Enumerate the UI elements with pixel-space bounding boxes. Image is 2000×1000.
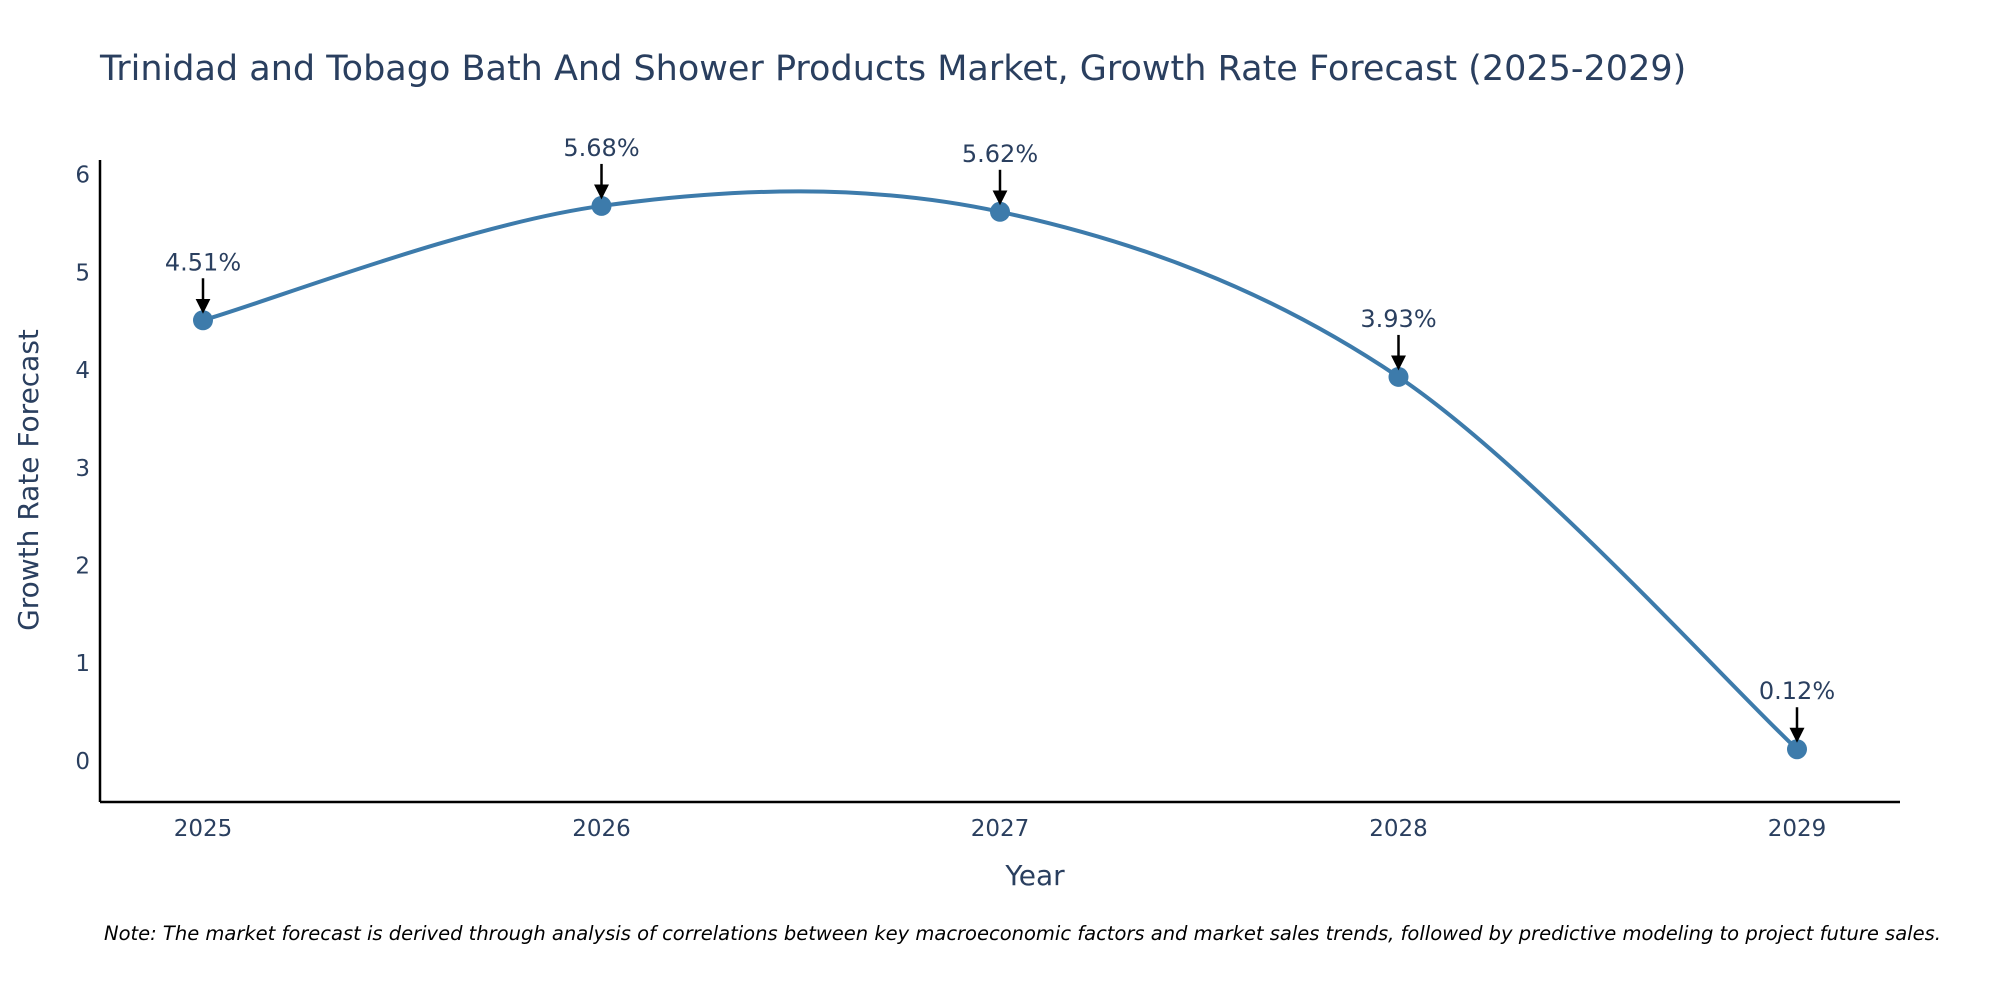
y-tick-label: 4 bbox=[75, 358, 90, 384]
y-tick-label: 3 bbox=[75, 456, 90, 482]
data-markers bbox=[193, 195, 1807, 760]
footnote: Note: The market forecast is derived thr… bbox=[104, 922, 1941, 945]
data-point-2027 bbox=[990, 201, 1010, 222]
y-tick-label: 1 bbox=[75, 651, 90, 677]
data-point-2029 bbox=[1787, 739, 1807, 760]
data-point-2026 bbox=[591, 195, 612, 216]
y-tick-label: 0 bbox=[75, 749, 90, 775]
x-tick-label: 2029 bbox=[1768, 816, 1827, 842]
x-axis-ticks: 2025 2026 2027 2028 2029 bbox=[174, 816, 1827, 842]
x-tick-label: 2027 bbox=[971, 816, 1030, 842]
data-point-2028 bbox=[1388, 366, 1409, 387]
x-axis-title: Year bbox=[1004, 859, 1065, 892]
y-axis-title: Growth Rate Forecast bbox=[12, 329, 45, 631]
x-tick-label: 2025 bbox=[174, 816, 233, 842]
data-label-2026: 5.68% bbox=[563, 134, 639, 162]
series-line bbox=[202, 189, 1799, 751]
data-point-2025 bbox=[193, 310, 213, 331]
x-tick-label: 2028 bbox=[1369, 816, 1428, 842]
y-tick-label: 6 bbox=[75, 163, 90, 189]
data-label-2025: 4.51% bbox=[165, 248, 241, 276]
data-label-2029: 0.12% bbox=[1759, 677, 1835, 705]
data-labels: 4.51% 5.68% 5.62% 3.93% 0.12% bbox=[165, 134, 1835, 743]
data-label-2028: 3.93% bbox=[1360, 305, 1436, 333]
x-tick-label: 2026 bbox=[572, 816, 631, 842]
y-axis-ticks: 0 1 2 3 4 5 6 bbox=[75, 163, 90, 775]
y-tick-label: 2 bbox=[75, 554, 90, 580]
data-label-2027: 5.62% bbox=[962, 140, 1038, 168]
chart-title: Trinidad and Tobago Bath And Shower Prod… bbox=[99, 49, 1686, 89]
y-tick-label: 5 bbox=[75, 260, 90, 286]
